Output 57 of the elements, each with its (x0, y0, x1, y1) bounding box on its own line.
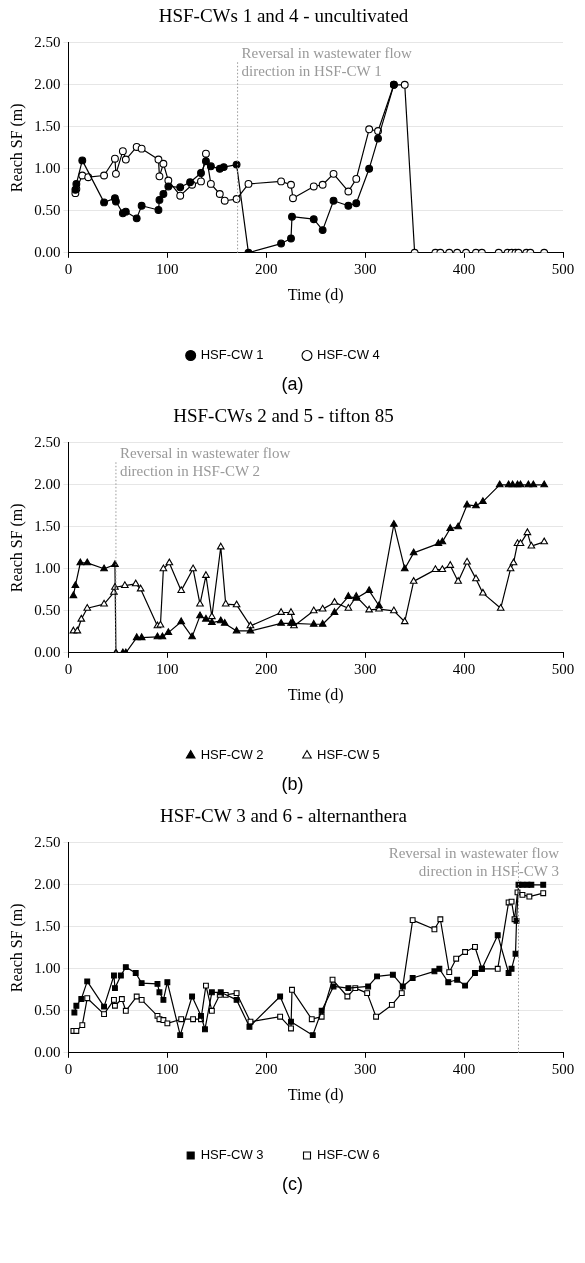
x-tick-label: 100 (156, 1060, 179, 1077)
x-tick-label: 200 (255, 1060, 278, 1077)
y-tick-label: 0.50 (34, 601, 61, 618)
x-axis-title: Time (d) (287, 285, 344, 304)
y-tick-label: 2.50 (34, 33, 61, 50)
chart-title: HSF-CWs 1 and 4 - uncultivated (158, 5, 409, 27)
y-tick-label: 0.00 (34, 243, 61, 260)
x-axis-title: Time (d) (287, 685, 344, 704)
x-tick-label: 400 (452, 1060, 476, 1077)
x-tick-label: 500 (551, 660, 575, 677)
x-tick-label: 200 (255, 660, 278, 677)
y-tick-label: 1.00 (34, 159, 61, 176)
text: (c) (281, 1173, 304, 1196)
legend-label: HSF-CW 5 (317, 747, 380, 763)
y-tick-label: 0.50 (34, 1001, 61, 1018)
y-axis-title: Reach SF (m) (7, 103, 26, 193)
y-tick-label: 1.50 (34, 917, 61, 934)
y-tick-label: 2.00 (34, 75, 61, 92)
ref-line-label: Reversal in wastewater flow direction in HSF-CW 1 (241, 45, 413, 80)
x-tick-label: 500 (551, 260, 575, 277)
y-tick-label: 1.00 (34, 559, 61, 576)
legend-label: HSF-CW 6 (317, 1147, 380, 1163)
x-tick-label: 400 (452, 260, 476, 277)
y-tick-label: 2.50 (34, 433, 61, 450)
x-tick-label: 200 (255, 260, 278, 277)
x-tick-label: 500 (551, 1060, 575, 1077)
x-tick-label: 400 (452, 660, 476, 677)
x-tick-label: 100 (156, 260, 179, 277)
legend-label: HSF-CW 2 (200, 747, 264, 763)
y-axis-title: Reach SF (m) (7, 903, 26, 993)
legend-label: HSF-CW 4 (317, 347, 380, 363)
y-tick-label: 0.00 (34, 1043, 61, 1060)
legend-label: HSF-CW 1 (200, 347, 264, 363)
text: (b) (280, 773, 305, 796)
y-tick-label: 2.00 (34, 875, 61, 892)
y-tick-label: 1.50 (34, 517, 61, 534)
x-tick-label: 100 (156, 660, 179, 677)
chart-title: HSF-CWs 2 and 5 - tifton 85 (173, 405, 394, 427)
x-tick-label: 0 (64, 660, 73, 677)
y-tick-label: 1.50 (34, 117, 61, 134)
ref-line-label: Reversal in wastewater flow direction in HSF-CW 3 (388, 845, 560, 880)
ref-line-label: Reversal in wastewater flow direction in HSF-CW 2 (119, 445, 291, 480)
x-axis-title: Time (d) (287, 1085, 344, 1104)
y-tick-label: 2.00 (34, 475, 61, 492)
y-tick-label: 2.50 (34, 833, 61, 850)
x-tick-label: 300 (353, 660, 377, 677)
x-tick-label: 300 (353, 1060, 377, 1077)
x-tick-label: 300 (353, 260, 377, 277)
y-tick-label: 1.00 (34, 959, 61, 976)
x-tick-label: 0 (64, 260, 73, 277)
chart-title: HSF-CW 3 and 6 - alternanthera (159, 805, 408, 827)
y-tick-label: 0.50 (34, 201, 61, 218)
text: (a) (280, 373, 305, 396)
y-tick-label: 0.00 (34, 643, 61, 660)
legend-label: HSF-CW 3 (200, 1147, 264, 1163)
x-tick-label: 0 (64, 1060, 73, 1077)
y-axis-title: Reach SF (m) (7, 503, 26, 593)
